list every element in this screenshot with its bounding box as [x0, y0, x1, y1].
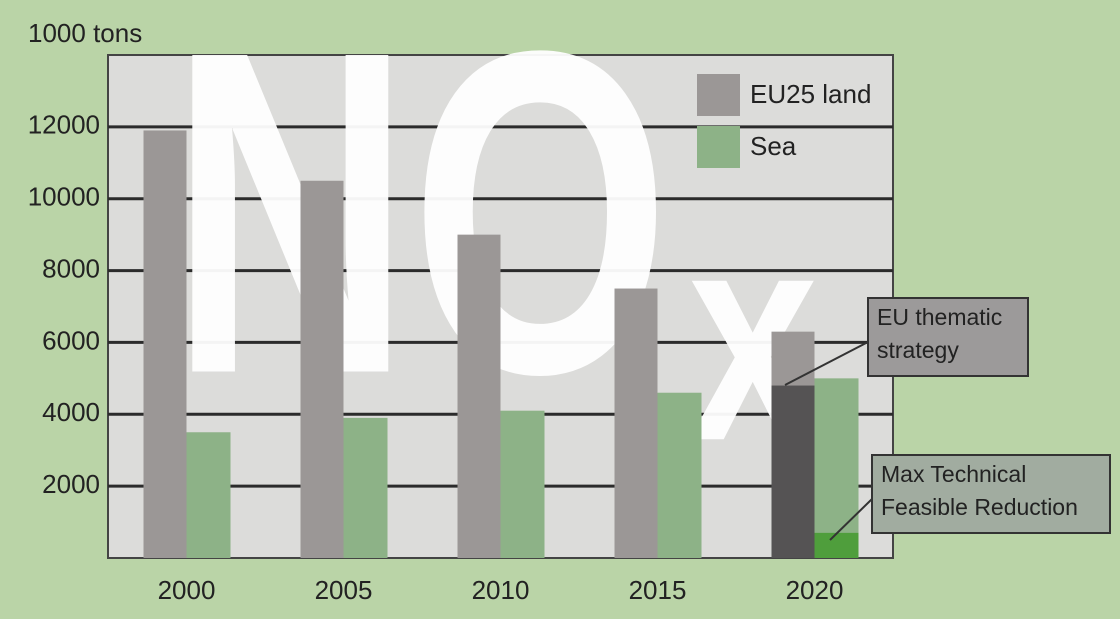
bar: [615, 289, 658, 558]
annotation-text: Max Technical: [881, 461, 1026, 487]
bar: [187, 432, 231, 558]
bar: [658, 393, 702, 558]
x-tick-label: 2015: [629, 575, 687, 605]
bar: [815, 378, 859, 558]
annotation-text: strategy: [877, 337, 959, 363]
y-tick-label: 10000: [28, 182, 100, 212]
bar: [458, 235, 501, 558]
legend-swatch: [697, 126, 740, 168]
annotation-text: EU thematic: [877, 304, 1002, 330]
y-tick-label: 12000: [28, 110, 100, 140]
annotation-text: Feasible Reduction: [881, 494, 1078, 520]
y-tick-label: 6000: [42, 325, 100, 355]
legend-swatch: [697, 74, 740, 116]
x-tick-label: 2005: [315, 575, 373, 605]
watermark: NO: [170, 0, 670, 470]
y-tick-label: 8000: [42, 253, 100, 283]
x-tick-label: 2010: [472, 575, 530, 605]
x-tick-label: 2020: [786, 575, 844, 605]
y-axis-label: 1000 tons: [28, 18, 142, 48]
y-tick-label: 4000: [42, 397, 100, 427]
chart: 1000 tons 20004000600080001000012000NOx2…: [0, 0, 1120, 619]
legend-label: Sea: [750, 131, 797, 161]
bar: [344, 418, 388, 558]
x-tick-label: 2000: [158, 575, 216, 605]
legend-label: EU25 land: [750, 79, 871, 109]
bar: [144, 130, 187, 558]
bar: [301, 181, 344, 558]
bar: [815, 533, 859, 558]
bar: [501, 411, 545, 558]
y-tick-label: 2000: [42, 469, 100, 499]
bar: [772, 386, 815, 558]
